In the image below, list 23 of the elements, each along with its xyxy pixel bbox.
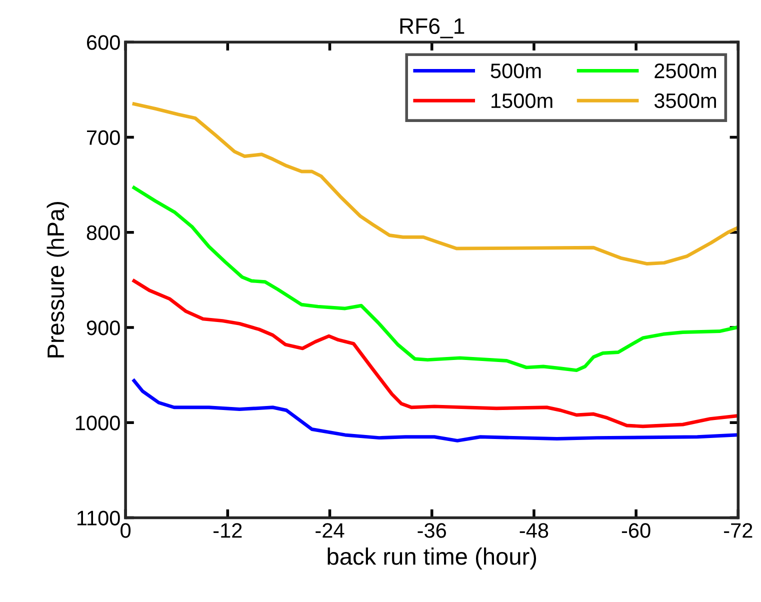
x-tick-label: -60 bbox=[622, 523, 650, 538]
x-tick-label: 0 bbox=[120, 523, 131, 538]
legend-label: 2500m bbox=[654, 64, 716, 78]
legend-label: 1500m bbox=[492, 93, 552, 108]
line-series bbox=[132, 186, 738, 372]
x-tick-label: -24 bbox=[316, 523, 344, 538]
chart-title: RF6_1 bbox=[400, 18, 464, 38]
x-axis-title: back run time (hour) bbox=[328, 548, 536, 570]
line-series bbox=[132, 279, 738, 428]
x-tick-label: -48 bbox=[520, 523, 548, 538]
legend-label: 3500m bbox=[654, 93, 716, 108]
y-tick-label: 700 bbox=[87, 130, 120, 146]
y-tick-label: 800 bbox=[86, 225, 120, 240]
legend-label: 500m bbox=[490, 64, 541, 78]
y-tick-label: 600 bbox=[87, 35, 120, 50]
line-series bbox=[132, 379, 738, 442]
y-tick-label: 900 bbox=[86, 320, 120, 336]
y-tick-label: 1000 bbox=[76, 416, 120, 430]
y-tick-label: 1100 bbox=[77, 510, 120, 526]
y-axis-title: Pressure (hPa) bbox=[46, 202, 69, 358]
x-tick-label: -36 bbox=[418, 523, 446, 538]
x-tick-label: -72 bbox=[724, 523, 752, 538]
x-tick-label: -12 bbox=[214, 523, 242, 538]
